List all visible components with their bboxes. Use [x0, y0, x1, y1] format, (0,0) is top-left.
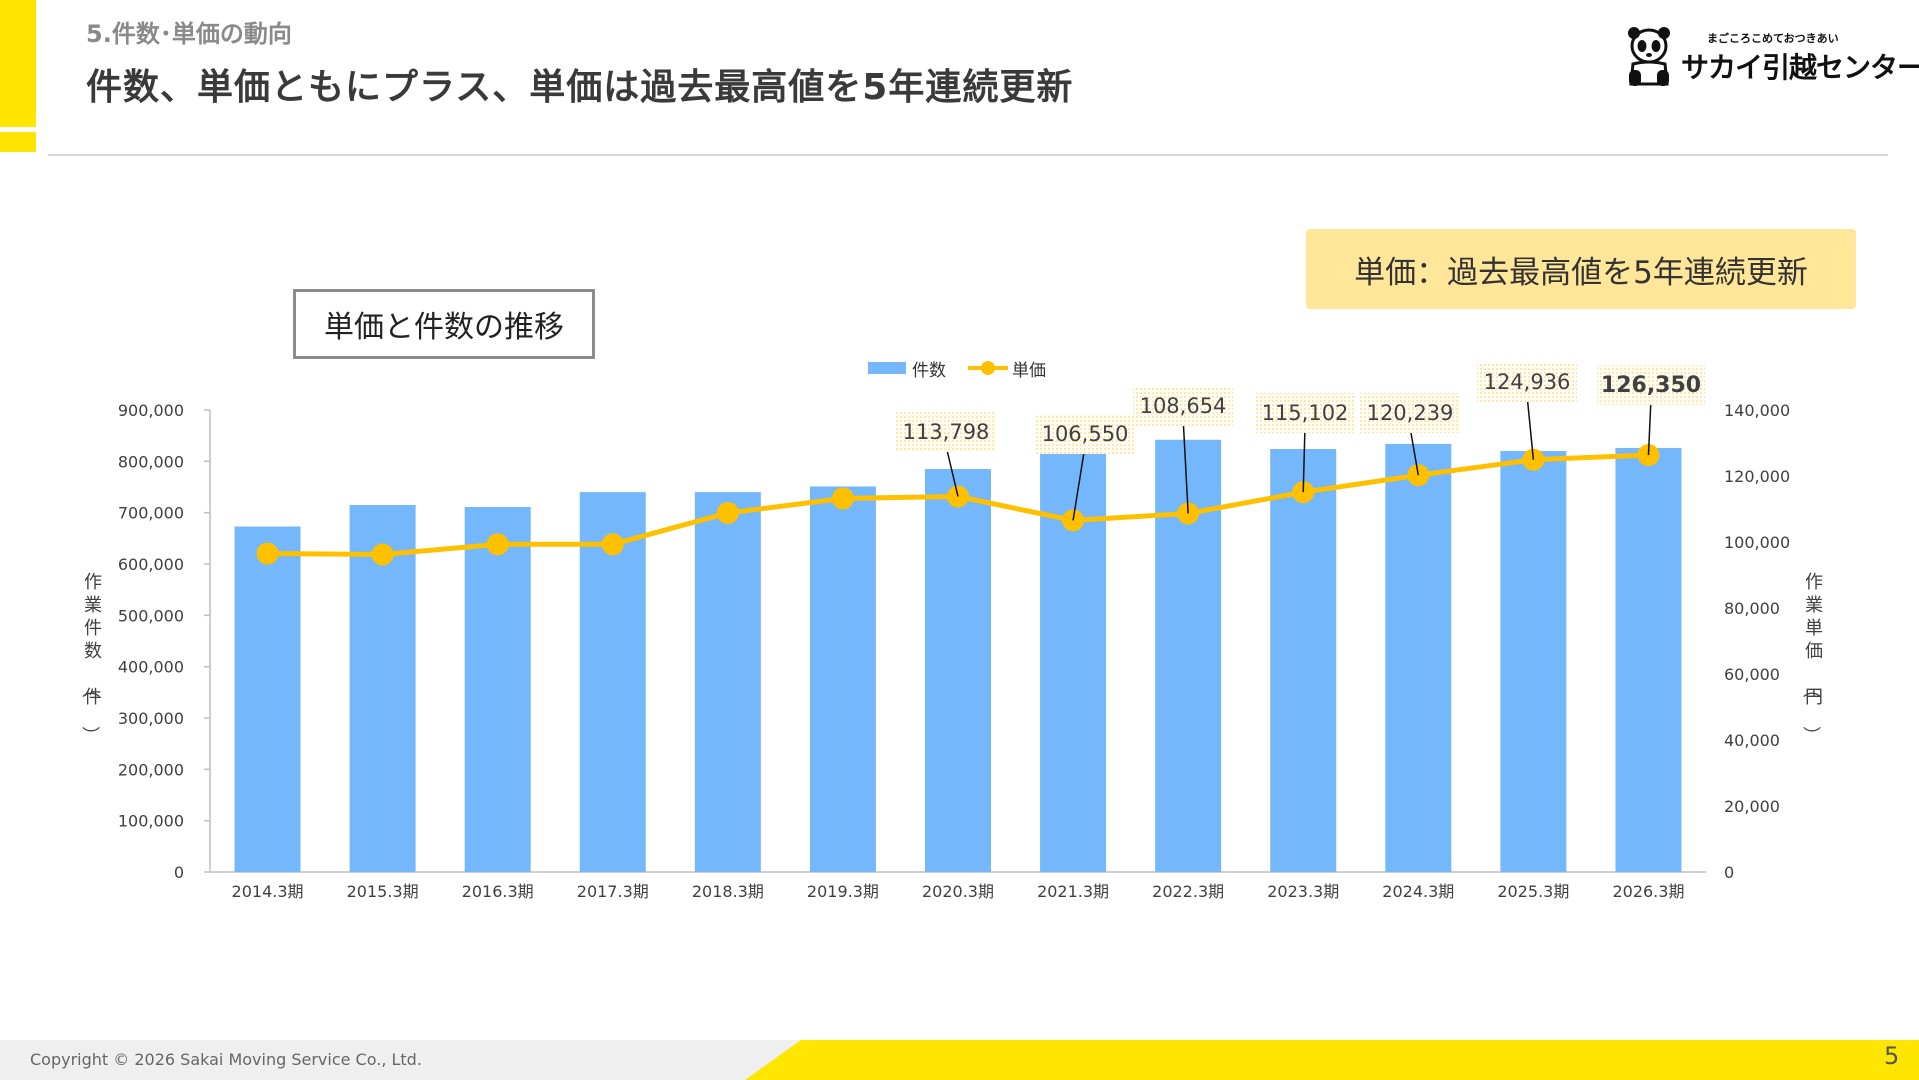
x-tick-label: 2025.3期 [1497, 882, 1569, 901]
section-label: 5.件数･単価の動向 [86, 20, 292, 48]
left-tick-label: 500,000 [118, 606, 184, 625]
x-tick-label: 2024.3期 [1382, 882, 1454, 901]
copyright-text: Copyright © 2026 Sakai Moving Service Co… [30, 1050, 422, 1069]
header-divider [48, 154, 1888, 156]
data-label: 106,550 [1042, 422, 1129, 446]
bar-2020.3期 [925, 469, 991, 872]
x-tick-label: 2016.3期 [462, 882, 534, 901]
footer-accent [745, 1040, 1919, 1080]
left-axis-title: 作業件数（件） [79, 572, 102, 744]
x-tick-label: 2026.3期 [1612, 882, 1684, 901]
combo-chart: 0 100,000 200,000 300,000 400,000 500,000 600,… [79, 361, 1823, 901]
data-label-bg [1360, 393, 1460, 433]
data-label-bg [1255, 393, 1355, 433]
data-label-leader [946, 449, 959, 497]
unit-price-point [831, 487, 854, 510]
left-tick-label: 200,000 [118, 760, 184, 779]
x-tick-label: 2022.3期 [1152, 882, 1224, 901]
x-tick-label: 2017.3期 [577, 882, 649, 901]
left-tick-label: 700,000 [118, 504, 184, 523]
unit-price-point [716, 501, 739, 524]
right-axis-title: 作業単価（円） [1800, 572, 1823, 744]
right-tick-label: 20,000 [1724, 797, 1780, 816]
data-label: 124,936 [1484, 370, 1571, 394]
bar-2016.3期 [464, 507, 531, 872]
accent-bar-small [0, 132, 36, 152]
left-tick-label: 300,000 [118, 709, 184, 728]
legend-label-line: 単価 [1012, 361, 1046, 381]
data-label: 126,350 [1601, 373, 1701, 398]
data-label: 115,102 [1262, 401, 1349, 425]
highlight-callout: 単価：過去最高値を5年連続更新 [1306, 229, 1856, 309]
x-tick-label: 2020.3期 [922, 882, 994, 901]
left-tick-label: 900,000 [118, 401, 184, 420]
logo-tagline: まごころこめておつきあい [1707, 32, 1839, 45]
data-label: 108,654 [1140, 394, 1227, 418]
page-number: 5 [1884, 1042, 1900, 1070]
logo-name: サカイ引越センター [1681, 51, 1919, 84]
panda-mascot-icon [1628, 27, 1670, 86]
data-label-bg [1597, 365, 1705, 405]
unit-price-point [371, 543, 394, 566]
x-tick-label: 2021.3期 [1037, 882, 1109, 901]
data-label-leader [1647, 402, 1652, 456]
right-tick-label: 140,000 [1724, 401, 1790, 420]
data-label-leader [1302, 430, 1306, 493]
legend-marker-line [981, 361, 995, 375]
data-label-leader [1526, 399, 1535, 460]
left-tick-label: 800,000 [118, 452, 184, 471]
bar-2019.3期 [809, 486, 876, 872]
x-tick-label: 2018.3期 [692, 882, 764, 901]
page-title: 件数、単価ともにプラス、単価は過去最高値を5年連続更新 [86, 67, 1074, 108]
x-tick-label: 2023.3期 [1267, 882, 1339, 901]
data-label: 120,239 [1367, 401, 1454, 425]
bar-2023.3期 [1270, 449, 1337, 872]
left-tick-label: 0 [174, 863, 184, 882]
data-label-bg [896, 412, 996, 452]
data-label-bg [1133, 386, 1233, 426]
right-tick-label: 40,000 [1724, 731, 1780, 750]
bar-2024.3期 [1385, 443, 1452, 872]
data-label-leader [1182, 423, 1189, 514]
unit-price-point [486, 533, 509, 556]
right-tick-label: 120,000 [1724, 467, 1790, 486]
data-label-leader [1409, 430, 1420, 476]
chart-title: 単価と件数の推移 [293, 289, 595, 359]
data-label: 113,798 [903, 420, 990, 444]
x-tick-label: 2019.3期 [807, 882, 879, 901]
unit-price-point [601, 533, 624, 556]
x-tick-label: 2015.3期 [347, 882, 419, 901]
accent-bar [0, 0, 36, 127]
legend-label-bars: 件数 [912, 361, 946, 381]
bar-2017.3期 [579, 492, 646, 872]
legend-swatch-bars [868, 362, 906, 374]
bar-2018.3期 [694, 492, 761, 872]
data-label-bg [1035, 414, 1135, 454]
x-tick-label: 2014.3期 [232, 882, 304, 901]
bar-2025.3期 [1500, 451, 1567, 872]
left-tick-label: 100,000 [118, 812, 184, 831]
data-label-bg [1477, 362, 1577, 402]
bar-2014.3期 [234, 526, 301, 872]
company-logo: まごころこめておつきあい サカイ引越センター [1625, 24, 1919, 90]
bar-2015.3期 [349, 504, 416, 872]
data-label-leader [1072, 451, 1085, 521]
left-tick-label: 600,000 [118, 555, 184, 574]
right-tick-label: 60,000 [1724, 665, 1780, 684]
right-tick-label: 80,000 [1724, 599, 1780, 618]
right-tick-label: 0 [1724, 863, 1734, 882]
left-tick-label: 400,000 [118, 658, 184, 677]
unit-price-point [256, 542, 279, 565]
right-tick-label: 100,000 [1724, 533, 1790, 552]
bar-2026.3期 [1615, 447, 1682, 872]
